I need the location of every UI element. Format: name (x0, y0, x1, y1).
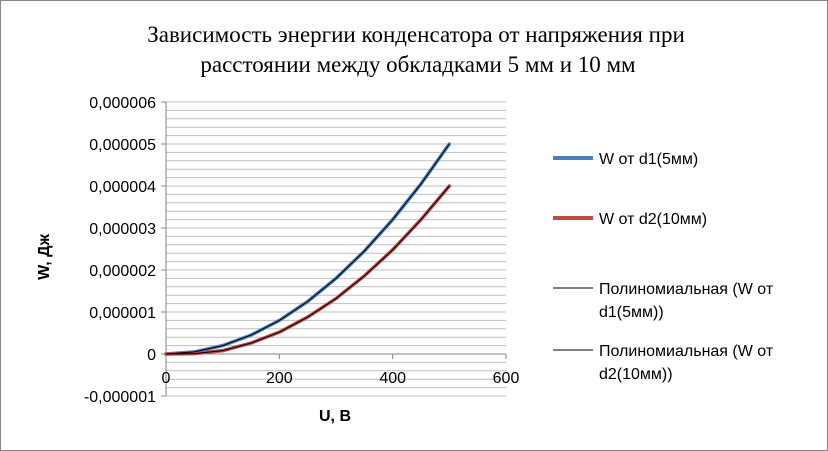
legend: W от d1(5мм) W от d2(10мм) Полиномиальна… (553, 151, 774, 383)
y-tick-label: 0 (147, 347, 156, 364)
x-tick-label: 600 (493, 370, 520, 387)
tick-layer: -0,000001 0 0,000001 0,000002 0,000003 0,0000… (84, 95, 520, 406)
legend-label-trend-1-line-1: Полиномиальная (W от (599, 281, 774, 298)
x-axis-title: U, B (319, 408, 351, 425)
chart-title-line-1: Зависимость энергии конденсатора от напр… (147, 22, 685, 47)
x-tick-label: 200 (266, 370, 293, 387)
legend-label-series-2: W от d2(10мм) (599, 211, 707, 228)
chart-title-line-2: расстоянии между обкладками 5 мм и 10 мм (200, 52, 636, 77)
axis-layer (161, 101, 507, 397)
y-axis-title: W, Дж (36, 233, 53, 280)
legend-label-trend-2-line-1: Полиномиальная (W от (599, 343, 774, 360)
y-tick-label: 0,000003 (89, 221, 156, 238)
legend-label-trend-2-line-2: d2(10мм)) (599, 366, 673, 383)
y-tick-label: 0,000005 (89, 137, 156, 154)
x-tick-label: 0 (162, 370, 171, 387)
legend-label-trend-1-line-2: d1(5мм)) (599, 304, 664, 321)
y-tick-label: -0,000001 (84, 389, 156, 406)
series-layer (164, 142, 452, 356)
y-tick-label: 0,000002 (89, 263, 156, 280)
legend-label-series-1: W от d1(5мм) (599, 151, 698, 168)
series-line-1 (164, 142, 452, 356)
y-tick-label: 0,000006 (89, 95, 156, 112)
trendline-1 (165, 143, 450, 355)
trendline-2 (165, 185, 450, 355)
x-tick-label: 400 (379, 370, 406, 387)
y-tick-label: 0,000004 (89, 179, 156, 196)
y-tick-label: 0,000001 (89, 305, 156, 322)
